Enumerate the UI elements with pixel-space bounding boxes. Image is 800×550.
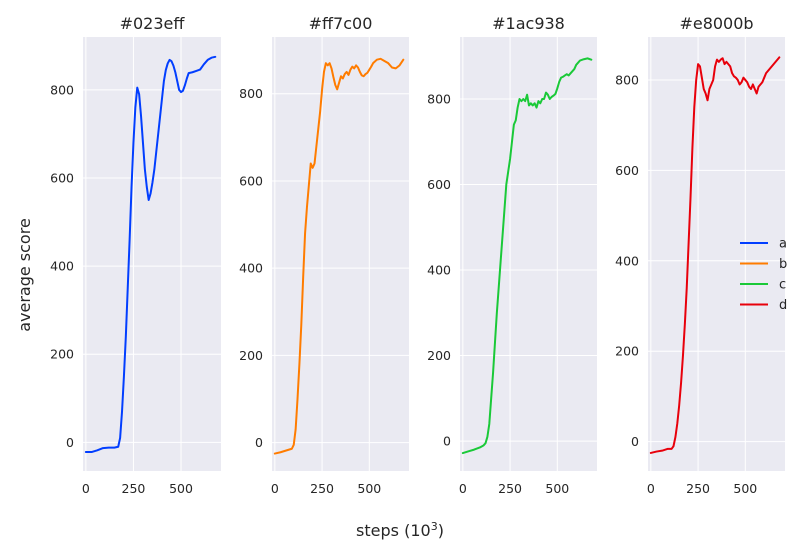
panel-title: #ff7c00 <box>309 14 373 33</box>
x-tick-label: 250 <box>122 481 146 496</box>
y-tick-label: 400 <box>239 261 263 276</box>
x-axis-label-close: ) <box>438 521 444 540</box>
y-tick-label: 800 <box>50 82 74 97</box>
legend-item: d <box>740 298 787 313</box>
legend-item: c <box>740 278 786 293</box>
y-tick-label: 200 <box>239 348 263 363</box>
y-tick-label: 600 <box>615 163 639 178</box>
y-tick-label: 600 <box>427 177 451 192</box>
legend-label: d <box>779 298 787 313</box>
y-tick-label: 0 <box>255 435 263 450</box>
panel-4: 0 250 500 0 200 400 600 800 #e8000b <box>615 14 785 496</box>
panel-background <box>272 37 409 471</box>
y-tick-label: 200 <box>50 347 74 362</box>
y-tick-label: 400 <box>615 253 639 268</box>
x-axis-label-exponent: 3 <box>431 520 438 533</box>
x-tick-label: 0 <box>647 481 655 496</box>
x-tick-label: 500 <box>357 481 381 496</box>
x-tick-label: 500 <box>733 481 757 496</box>
x-tick-label: 250 <box>310 481 334 496</box>
legend-label: c <box>779 278 786 293</box>
x-tick-label: 0 <box>459 481 467 496</box>
x-axis-label: steps (103) <box>356 520 444 540</box>
y-tick-label: 800 <box>615 72 639 87</box>
legend-item: a <box>740 237 787 252</box>
y-tick-label: 600 <box>50 170 74 185</box>
x-axis-label-text: steps (10 <box>356 521 431 540</box>
series-line-2 <box>273 57 405 455</box>
y-tick-label: 800 <box>427 92 451 107</box>
y-tick-label: 200 <box>615 344 639 359</box>
y-tick-label: 400 <box>427 263 451 278</box>
series-line-1 <box>84 55 217 454</box>
legend-label: b <box>779 257 787 272</box>
panel-3: 0 250 500 0 200 400 600 800 #1ac938 <box>427 14 597 496</box>
y-axis-label: average score <box>15 218 34 332</box>
series-line-4 <box>649 56 781 454</box>
panel-background <box>83 37 221 471</box>
panel-background <box>460 37 597 471</box>
series-line-3 <box>461 57 593 455</box>
legend-label: a <box>779 237 787 252</box>
y-tick-label: 0 <box>66 435 74 450</box>
panel-1: 0 250 500 0 200 400 600 800 #023eff <box>50 14 221 496</box>
panel-2: 0 250 500 0 200 400 600 800 #ff7c00 <box>239 14 409 496</box>
x-tick-label: 500 <box>169 481 193 496</box>
x-tick-label: 0 <box>82 481 90 496</box>
chart-panels: 0 250 500 0 200 400 600 800 #023eff 0 250 500 0 200 40… <box>50 14 785 496</box>
legend-item: b <box>740 257 787 272</box>
y-tick-label: 0 <box>443 434 451 449</box>
x-tick-label: 250 <box>686 481 710 496</box>
y-tick-label: 400 <box>50 259 74 274</box>
x-tick-label: 0 <box>271 481 279 496</box>
panel-title: #1ac938 <box>492 14 565 33</box>
panel-background <box>648 37 785 471</box>
y-tick-label: 800 <box>239 86 263 101</box>
y-tick-label: 600 <box>239 173 263 188</box>
x-tick-label: 500 <box>545 481 569 496</box>
panel-title: #e8000b <box>679 14 753 33</box>
y-tick-label: 0 <box>631 434 639 449</box>
panel-title: #023eff <box>120 14 186 33</box>
y-tick-label: 200 <box>427 348 451 363</box>
x-tick-label: 250 <box>498 481 522 496</box>
